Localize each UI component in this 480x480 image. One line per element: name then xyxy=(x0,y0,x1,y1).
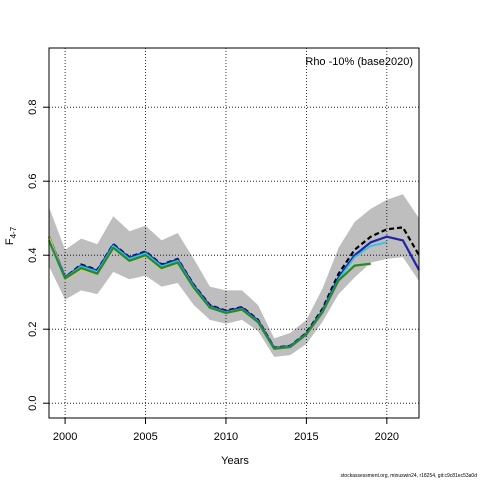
y-tick-label: 0.2 xyxy=(27,322,39,337)
y-axis-title: F4-7 xyxy=(4,226,18,245)
series-line-5 xyxy=(47,239,371,350)
axis-layer: 2000 2005 2010 2015 2020 0.0 0.2 0.4 0.6 0.8 xyxy=(27,100,399,443)
x-tick-label: 2010 xyxy=(214,431,238,443)
y-tick-label: 0.6 xyxy=(27,174,39,189)
svg-text:F4-7: F4-7 xyxy=(4,226,18,245)
confidence-band xyxy=(49,194,419,357)
y-tick-label: 0.4 xyxy=(27,248,39,263)
annotation-label: Rho -10% (base2020) xyxy=(305,56,413,68)
x-axis-title: Years xyxy=(221,455,249,467)
x-tick-label: 2005 xyxy=(133,431,157,443)
plot-area xyxy=(47,48,420,418)
footer-credit: stockassessment.org, minuswin24, r18254,… xyxy=(341,473,478,479)
confidence-band-layer xyxy=(49,194,419,357)
series-layer xyxy=(47,226,420,351)
plot-frame xyxy=(48,47,420,419)
y-axis-title-subscript: 4-7 xyxy=(9,226,18,238)
x-tick-label: 2015 xyxy=(294,431,318,443)
y-tick-label: 0.0 xyxy=(27,396,39,411)
x-tick-label: 2020 xyxy=(375,431,399,443)
y-axis-title-main: F xyxy=(4,238,16,245)
x-tick-label: 2000 xyxy=(53,431,77,443)
y-tick-label: 0.8 xyxy=(27,100,39,115)
